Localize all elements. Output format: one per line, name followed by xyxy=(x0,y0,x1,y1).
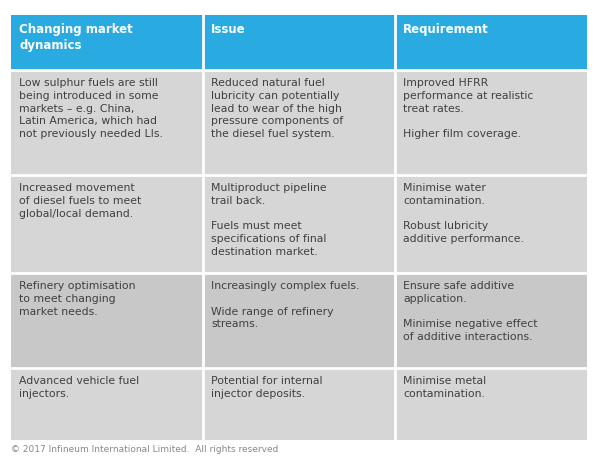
Text: Reduced natural fuel
lubricity can potentially
lead to wear of the high
pressure: Reduced natural fuel lubricity can poten… xyxy=(211,78,343,139)
Text: Improved HFRR
performance at realistic
treat rates.

Higher film coverage.: Improved HFRR performance at realistic t… xyxy=(403,78,533,139)
Text: Increased movement
of diesel fuels to meet
global/local demand.: Increased movement of diesel fuels to me… xyxy=(19,183,141,219)
Text: Multiproduct pipeline
trail back.

Fuels must meet
specifications of final
desti: Multiproduct pipeline trail back. Fuels … xyxy=(211,183,326,257)
Text: © 2017 Infineum International Limited.  All rights reserved: © 2017 Infineum International Limited. A… xyxy=(11,445,279,454)
Bar xyxy=(11,15,203,70)
Bar xyxy=(395,15,587,70)
Bar xyxy=(203,273,395,368)
Bar xyxy=(11,368,203,440)
Bar xyxy=(11,70,203,175)
Bar xyxy=(203,70,395,175)
Text: Ensure safe additive
application.

Minimise negative effect
of additive interact: Ensure safe additive application. Minimi… xyxy=(403,281,537,342)
Bar xyxy=(11,175,203,273)
Bar xyxy=(11,273,203,368)
Text: Low sulphur fuels are still
being introduced in some
markets – e.g. China,
Latin: Low sulphur fuels are still being introd… xyxy=(19,78,163,139)
Text: Minimise metal
contamination.: Minimise metal contamination. xyxy=(403,376,486,399)
Bar xyxy=(203,368,395,440)
Text: Requirement: Requirement xyxy=(403,23,489,36)
Bar xyxy=(395,70,587,175)
Bar xyxy=(395,273,587,368)
Text: Increasingly complex fuels.

Wide range of refinery
streams.: Increasingly complex fuels. Wide range o… xyxy=(211,281,359,329)
Text: Minimise water
contamination.

Robust lubricity
additive performance.: Minimise water contamination. Robust lub… xyxy=(403,183,524,244)
Bar xyxy=(395,368,587,440)
Bar xyxy=(203,175,395,273)
Text: Changing market
dynamics: Changing market dynamics xyxy=(19,23,133,53)
Text: Refinery optimisation
to meet changing
market needs.: Refinery optimisation to meet changing m… xyxy=(19,281,135,317)
Bar xyxy=(203,15,395,70)
Text: Issue: Issue xyxy=(211,23,246,36)
Bar xyxy=(395,175,587,273)
Text: Potential for internal
injector deposits.: Potential for internal injector deposits… xyxy=(211,376,322,399)
Text: Advanced vehicle fuel
injectors.: Advanced vehicle fuel injectors. xyxy=(19,376,139,399)
